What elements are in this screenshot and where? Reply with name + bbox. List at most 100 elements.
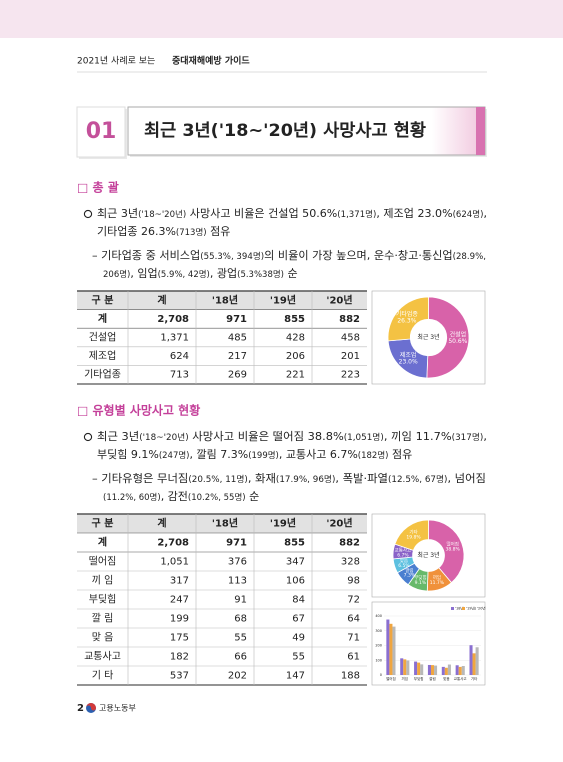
- x-tick-label: 끼임: [402, 676, 408, 681]
- table-cell: 2,708: [157, 538, 189, 549]
- text-run: 최근 3년: [97, 430, 139, 443]
- table-cell: 188: [341, 671, 360, 682]
- body-text: – 기타업종 중 서비스업(55.3%, 394명)의 비율이 가장 높으며, …: [92, 249, 486, 262]
- table-cell: 84: [292, 595, 305, 606]
- table-cell: 347: [286, 557, 305, 568]
- bar: [469, 645, 473, 675]
- table-cell: 113: [228, 576, 247, 587]
- logo-top: [86, 703, 96, 711]
- y-tick-label: 300: [375, 629, 382, 633]
- donut-center: 최근 3년: [417, 551, 439, 559]
- bar: [458, 666, 462, 675]
- bar: [430, 665, 435, 675]
- text-run: ,: [483, 430, 487, 443]
- text-run: 사망사고 비율은 건설업 50.6%: [186, 207, 337, 220]
- table-cell: 182: [170, 652, 189, 663]
- table-cell: 교통사고: [84, 651, 121, 663]
- text-run: (5.9%, 42명): [158, 269, 210, 280]
- bar: [447, 664, 451, 675]
- table-cell: 269: [228, 370, 247, 381]
- legend-swatch: [451, 607, 454, 610]
- y-tick-label: 0: [380, 673, 382, 677]
- text-run: (199명): [248, 450, 279, 461]
- table-cell: 64: [347, 614, 360, 625]
- text-run: 사망사고 비율은 떨어짐 38.8%: [189, 430, 344, 443]
- table-cell: 맞 음: [92, 632, 114, 644]
- legend-label: '18년: [455, 606, 464, 611]
- bar: [472, 653, 476, 675]
- donut-segment: [428, 519, 465, 584]
- table-cell: 계: [98, 536, 107, 549]
- table-cell: 328: [341, 557, 360, 568]
- text-run: , 교통사고 6.7%: [279, 448, 358, 461]
- bar: [417, 662, 421, 675]
- body-text: – 기타유형은 무너짐 (20.5%, 11명), 화재(17.9%, 96명),…: [92, 472, 486, 485]
- table-cell: 376: [228, 557, 247, 568]
- x-tick-label: 기타: [471, 676, 478, 681]
- bullet-mark: [83, 209, 93, 219]
- text-run: (317명): [452, 432, 484, 443]
- section-number: 01: [86, 119, 117, 144]
- text-run: , 폭발·파열: [335, 472, 388, 485]
- bar: [455, 665, 459, 675]
- text-run: (20.5%, 11명): [188, 474, 247, 485]
- table-cell: 317: [170, 576, 189, 587]
- text-run: 기타업종 26.3%: [97, 225, 176, 238]
- table-cell: 91: [234, 595, 247, 606]
- text-run: (1,051명): [344, 432, 384, 443]
- table-cell: 71: [347, 633, 360, 644]
- segment-label: 떨어짐: [446, 541, 458, 548]
- body-text: 기타업종 26.3%(713명) 점유: [97, 225, 230, 238]
- segment-value: 6.5%: [398, 563, 410, 569]
- table-cell: 106: [286, 576, 305, 587]
- table-cell: 끼 임: [92, 574, 114, 587]
- segment-value: 7.3%: [404, 573, 416, 579]
- header-fill: [77, 514, 367, 533]
- table-cell: 882: [339, 538, 360, 549]
- x-tick-label: 깔림: [429, 676, 435, 681]
- bar: [441, 666, 445, 675]
- segment-label: 기타업종: [396, 310, 419, 318]
- num-box: [76, 106, 126, 158]
- text-run: , 광업: [210, 267, 237, 280]
- segment-value: 6.7%: [397, 553, 409, 559]
- segment-label: 기타: [409, 529, 418, 536]
- table-cell: 구 분: [92, 518, 114, 530]
- body-text: 최근 3년('18~'20년) 사망사고 비율은 떨어짐 38.8% (1,051…: [97, 430, 487, 443]
- table-cell: 217: [228, 351, 247, 362]
- donut-segment: [387, 296, 429, 342]
- table-cell: 72: [347, 595, 360, 606]
- bar: [403, 659, 407, 675]
- table-cell: '19년: [270, 517, 296, 530]
- table-cell: 깔 림: [92, 613, 114, 625]
- block-heading: □ 총 괄: [77, 180, 119, 195]
- bar: [414, 661, 418, 675]
- text-run: 점유: [388, 448, 412, 461]
- text-run: ('18~'20년): [138, 209, 186, 220]
- text-run: (11.2%, 60명): [103, 492, 161, 503]
- table-cell: 1,051: [160, 557, 189, 568]
- text-run: 순: [284, 267, 298, 280]
- segment-label: 끼임: [433, 574, 441, 581]
- table-cell: 428: [286, 333, 305, 344]
- donut-segment: [394, 519, 429, 551]
- table-cell: 624: [170, 351, 189, 362]
- table-cell: 98: [347, 576, 360, 587]
- text-run: (10.2%, 55명): [188, 492, 246, 503]
- table-cell: 떨어짐: [89, 556, 117, 568]
- table-cell: 구 분: [92, 294, 114, 306]
- bullet-mark: [83, 432, 93, 442]
- y-tick-label: 100: [375, 658, 382, 662]
- bar: [434, 665, 438, 675]
- donut-center: 최근 3년: [417, 333, 439, 341]
- legend-label: '20년: [477, 606, 486, 611]
- segment-label: 건설업: [450, 330, 467, 338]
- table-cell: 247: [170, 595, 189, 606]
- table-cell: 485: [228, 333, 247, 344]
- table-cell: 제조업: [89, 349, 117, 362]
- table-cell: 971: [226, 314, 247, 325]
- table-cell: '20년: [326, 517, 352, 530]
- table-cell: 기타업종: [84, 368, 121, 381]
- title-accent: [476, 107, 485, 155]
